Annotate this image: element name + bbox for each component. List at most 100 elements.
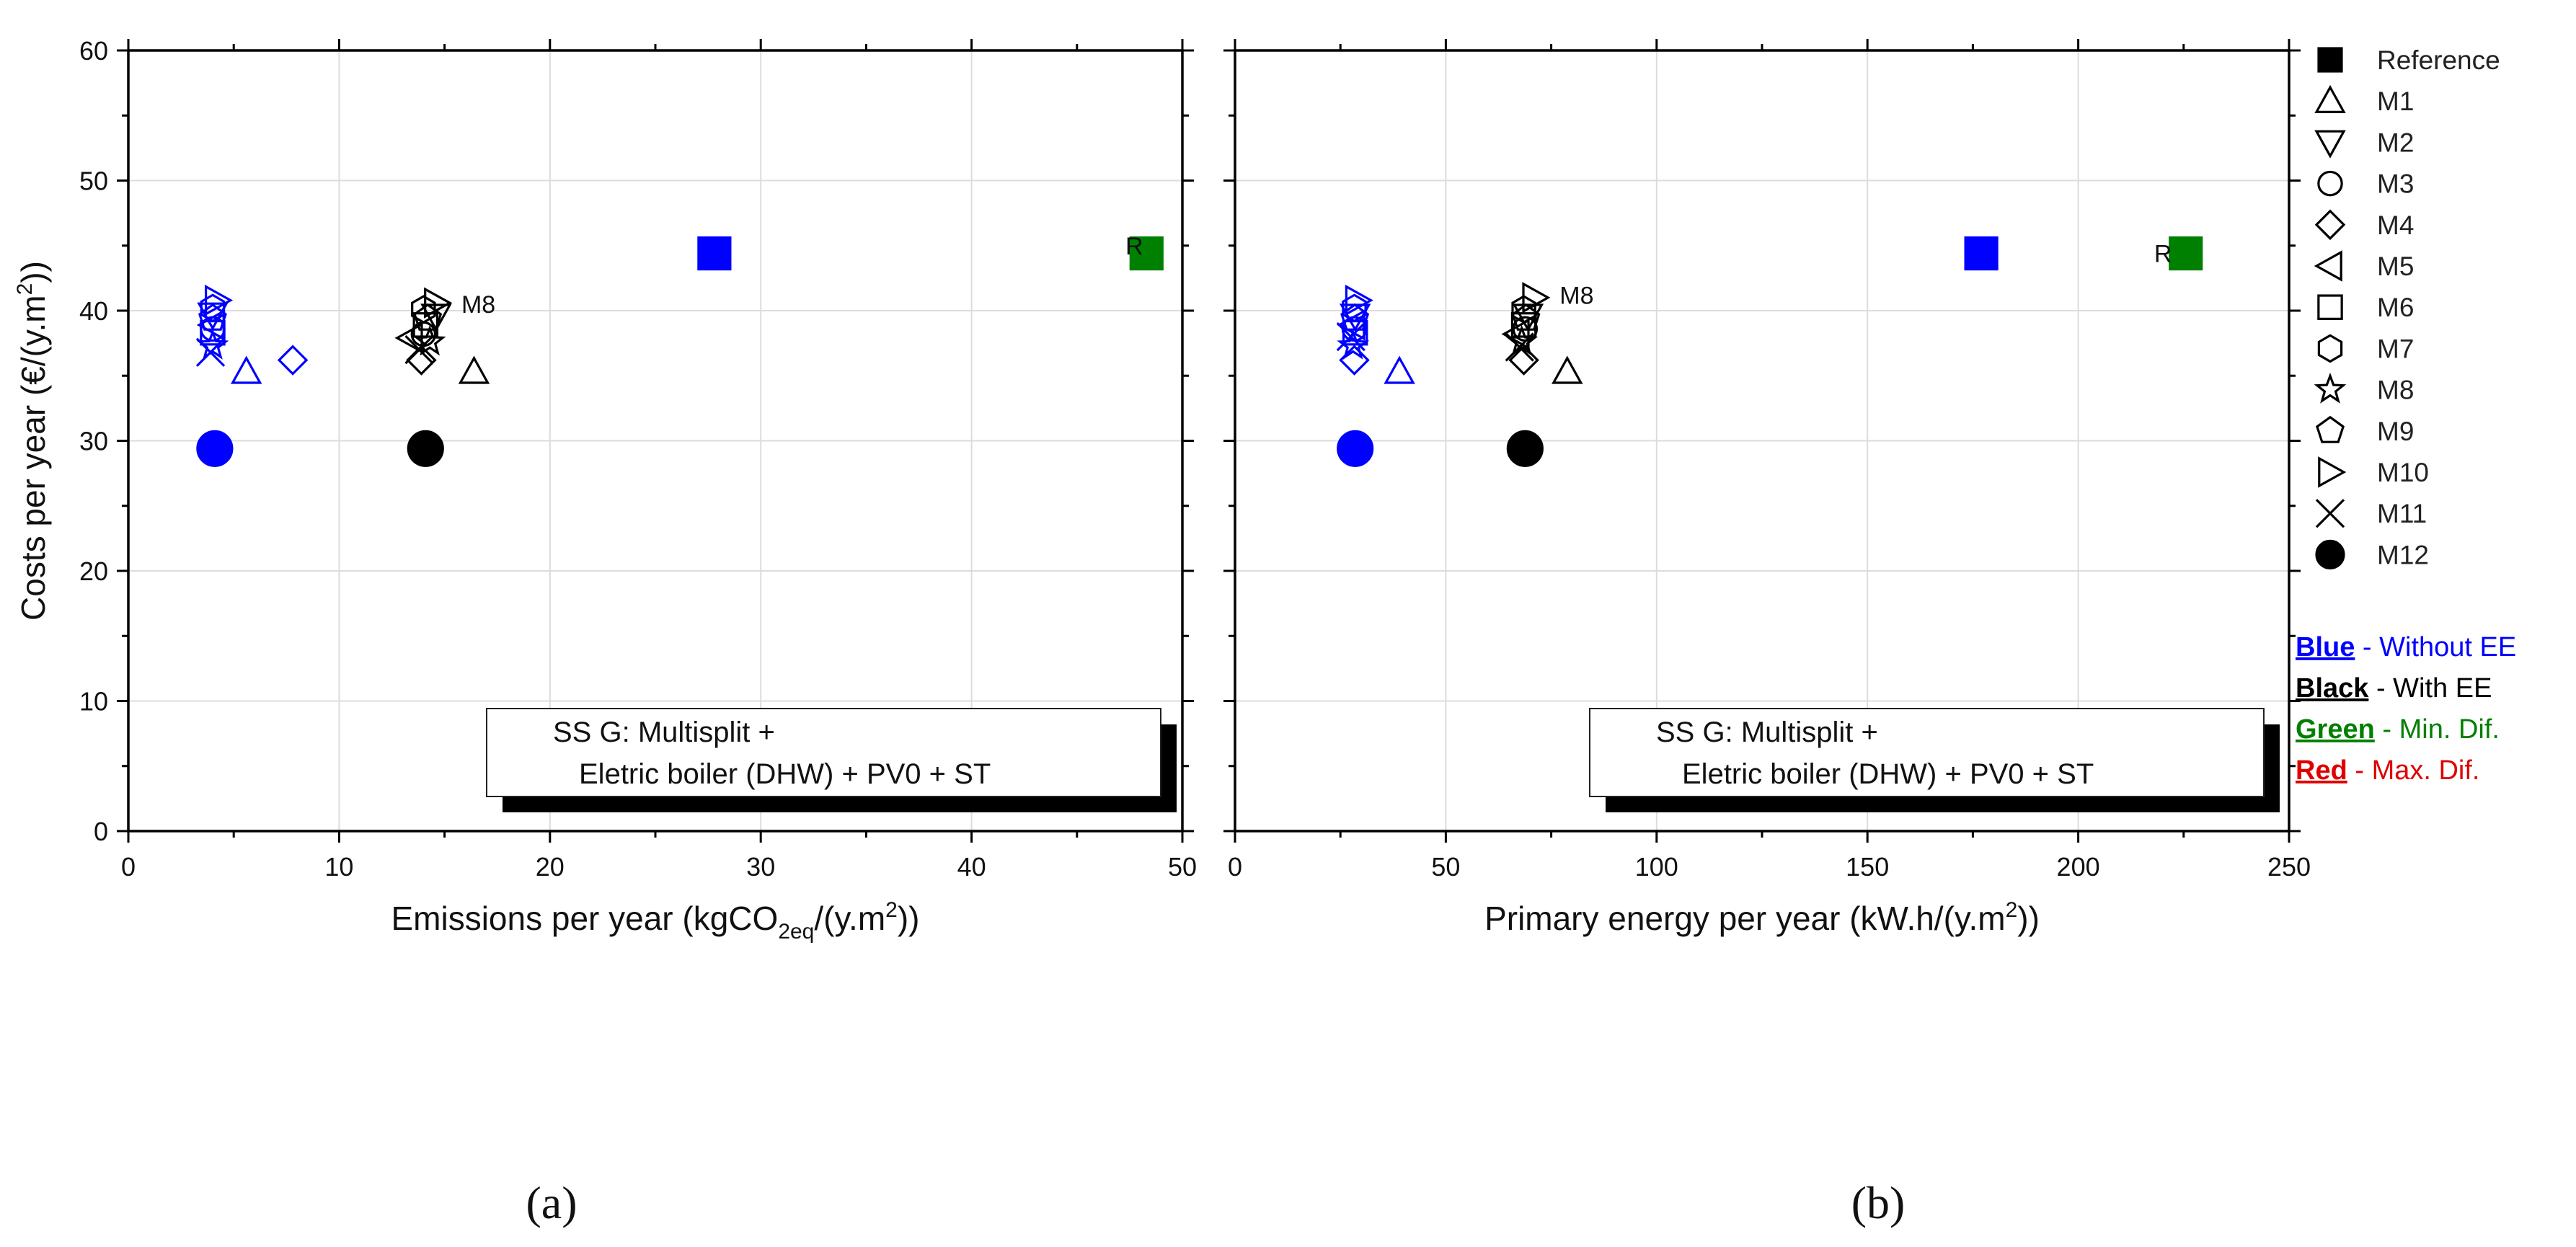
note-box [1589, 708, 2265, 797]
data-point-m10 [424, 287, 453, 319]
y-axis-title: Costs per year (€/(y.m2)) [13, 261, 52, 621]
x-axis-title: Primary energy per year (kW.h/(y.m2)) [1484, 898, 2040, 937]
legend-label-m3: M3 [2377, 169, 2414, 199]
data-point-m11 [1505, 332, 1534, 362]
data-point-m10 [205, 284, 234, 316]
legend-marker-m11 [2315, 499, 2345, 528]
data-point-m9 [413, 303, 443, 331]
legend-label-m8: M8 [2377, 376, 2414, 405]
caption-b: (b) [1851, 1177, 1906, 1228]
note-line: Eletric boiler (DHW) + PV0 + ST [1682, 758, 2094, 790]
x-tick-label: 20 [536, 852, 565, 882]
legend-marker-m5 [2314, 250, 2342, 282]
color-key: Blue - Without EE Black - With EE Green - … [2296, 632, 2516, 786]
note-line: Eletric boiler (DHW) + PV0 + ST [579, 758, 991, 790]
data-point-m10 [1345, 284, 1373, 316]
legend-label-m12: M12 [2377, 540, 2429, 569]
color-key-black: Black - With EE [2296, 673, 2492, 704]
legend-marker-m6 [2317, 294, 2343, 320]
x-tick-label: 30 [746, 852, 775, 882]
note-line: SS G: Multisplit + [553, 716, 775, 748]
x-tick-label: 200 [2057, 852, 2100, 882]
x-tick-label: 150 [1846, 852, 1889, 882]
legend-label-m7: M7 [2377, 334, 2414, 363]
data-point-m1 [1552, 355, 1583, 384]
legend: Reference M1 M2 M3 M4 M5 M6 M7 M8 M9 M10 M11 M12 [2314, 45, 2500, 570]
legend-marker-m8 [2314, 373, 2347, 404]
annotation-m8: M8 [1559, 282, 1593, 309]
data-point-reference [697, 236, 732, 271]
legend-marker-m2 [2314, 130, 2346, 159]
data-point-reference [1964, 236, 1999, 271]
data-point-m12 [196, 430, 234, 467]
legend-marker-m9 [2316, 415, 2345, 443]
data-point-m8 [413, 324, 446, 356]
legend-marker-reference [2317, 47, 2343, 73]
x-tick-label: 0 [1228, 852, 1242, 882]
legend-marker-m1 [2314, 84, 2346, 113]
x-tick-label: 50 [1431, 852, 1460, 882]
data-point-m11 [1336, 321, 1366, 352]
data-point-m9 [198, 303, 227, 331]
data-point-m7 [1511, 295, 1536, 324]
y-tick-label: 10 [79, 687, 108, 716]
annotation-r: R [1125, 233, 1143, 260]
color-key-blue: Blue - Without EE [2296, 632, 2516, 662]
y-tick-label: 30 [79, 427, 108, 456]
data-point-m4 [277, 345, 309, 376]
panel-b: 0 50 100 150 200 250 Primary energy per year (… [1223, 39, 2311, 937]
data-point-m9 [1511, 303, 1541, 331]
data-point-m7 [1342, 293, 1367, 323]
legend-label-reference: Reference [2377, 45, 2500, 75]
legend-label-m4: M4 [2377, 210, 2414, 240]
x-tick-label: 0 [121, 852, 136, 882]
y-tick-label: 40 [79, 296, 108, 326]
legend-label-m11: M11 [2377, 499, 2427, 528]
legend-label-m10: M10 [2377, 458, 2429, 487]
note-line: SS G: Multisplit + [1656, 716, 1878, 748]
data-point-m12 [1506, 430, 1544, 467]
data-point-reference [2169, 236, 2203, 271]
data-point-reference [1129, 236, 1164, 271]
data-point-m9 [1340, 303, 1370, 331]
y-tick-label: 60 [79, 36, 108, 66]
x-tick-label: 50 [1168, 852, 1197, 882]
legend-marker-m7 [2317, 334, 2343, 363]
x-axis-title: Emissions per year (kgCO2eq/(y.m2)) [391, 898, 919, 944]
x-tick-label: 10 [324, 852, 353, 882]
data-point-m12 [1337, 430, 1374, 467]
data-point-m2 [420, 303, 452, 332]
data-point-m10 [1522, 282, 1551, 314]
legend-marker-m3 [2317, 170, 2343, 197]
legend-label-m2: M2 [2377, 128, 2414, 157]
x-tick-label: 40 [957, 852, 986, 882]
legend-label-m9: M9 [2377, 417, 2414, 446]
panel-a: 0 10 20 30 40 50 0 10 20 30 40 50 60 Emissions per ye… [13, 36, 1197, 944]
x-tick-label: 100 [1635, 852, 1678, 882]
data-point-m7 [411, 295, 436, 324]
x-tick-label: 250 [2267, 852, 2311, 882]
note-box [486, 708, 1161, 797]
data-point-m1 [1384, 355, 1415, 384]
data-point-m8 [1337, 329, 1370, 360]
legend-label-m1: M1 [2377, 86, 2414, 116]
data-point-m4 [1508, 345, 1539, 376]
legend-label-m5: M5 [2377, 252, 2414, 281]
legend-marker-m10 [2318, 456, 2347, 488]
annotation-r: R [2154, 241, 2172, 268]
y-tick-label: 20 [79, 556, 108, 586]
data-point-m1 [230, 355, 262, 384]
caption-a: (a) [526, 1177, 577, 1228]
color-key-green: Green - Min. Dif. [2296, 714, 2500, 745]
data-point-m7 [200, 293, 226, 323]
data-point-m11 [195, 337, 226, 367]
annotation-m8: M8 [461, 291, 495, 319]
data-point-m1 [458, 355, 490, 384]
y-tick-label: 0 [94, 817, 108, 846]
color-key-red: Red - Max. Dif. [2296, 755, 2479, 786]
legend-marker-m4 [2314, 209, 2346, 241]
legend-marker-m12 [2315, 539, 2345, 570]
data-point-m11 [404, 335, 434, 365]
legend-label-m6: M6 [2377, 293, 2414, 322]
